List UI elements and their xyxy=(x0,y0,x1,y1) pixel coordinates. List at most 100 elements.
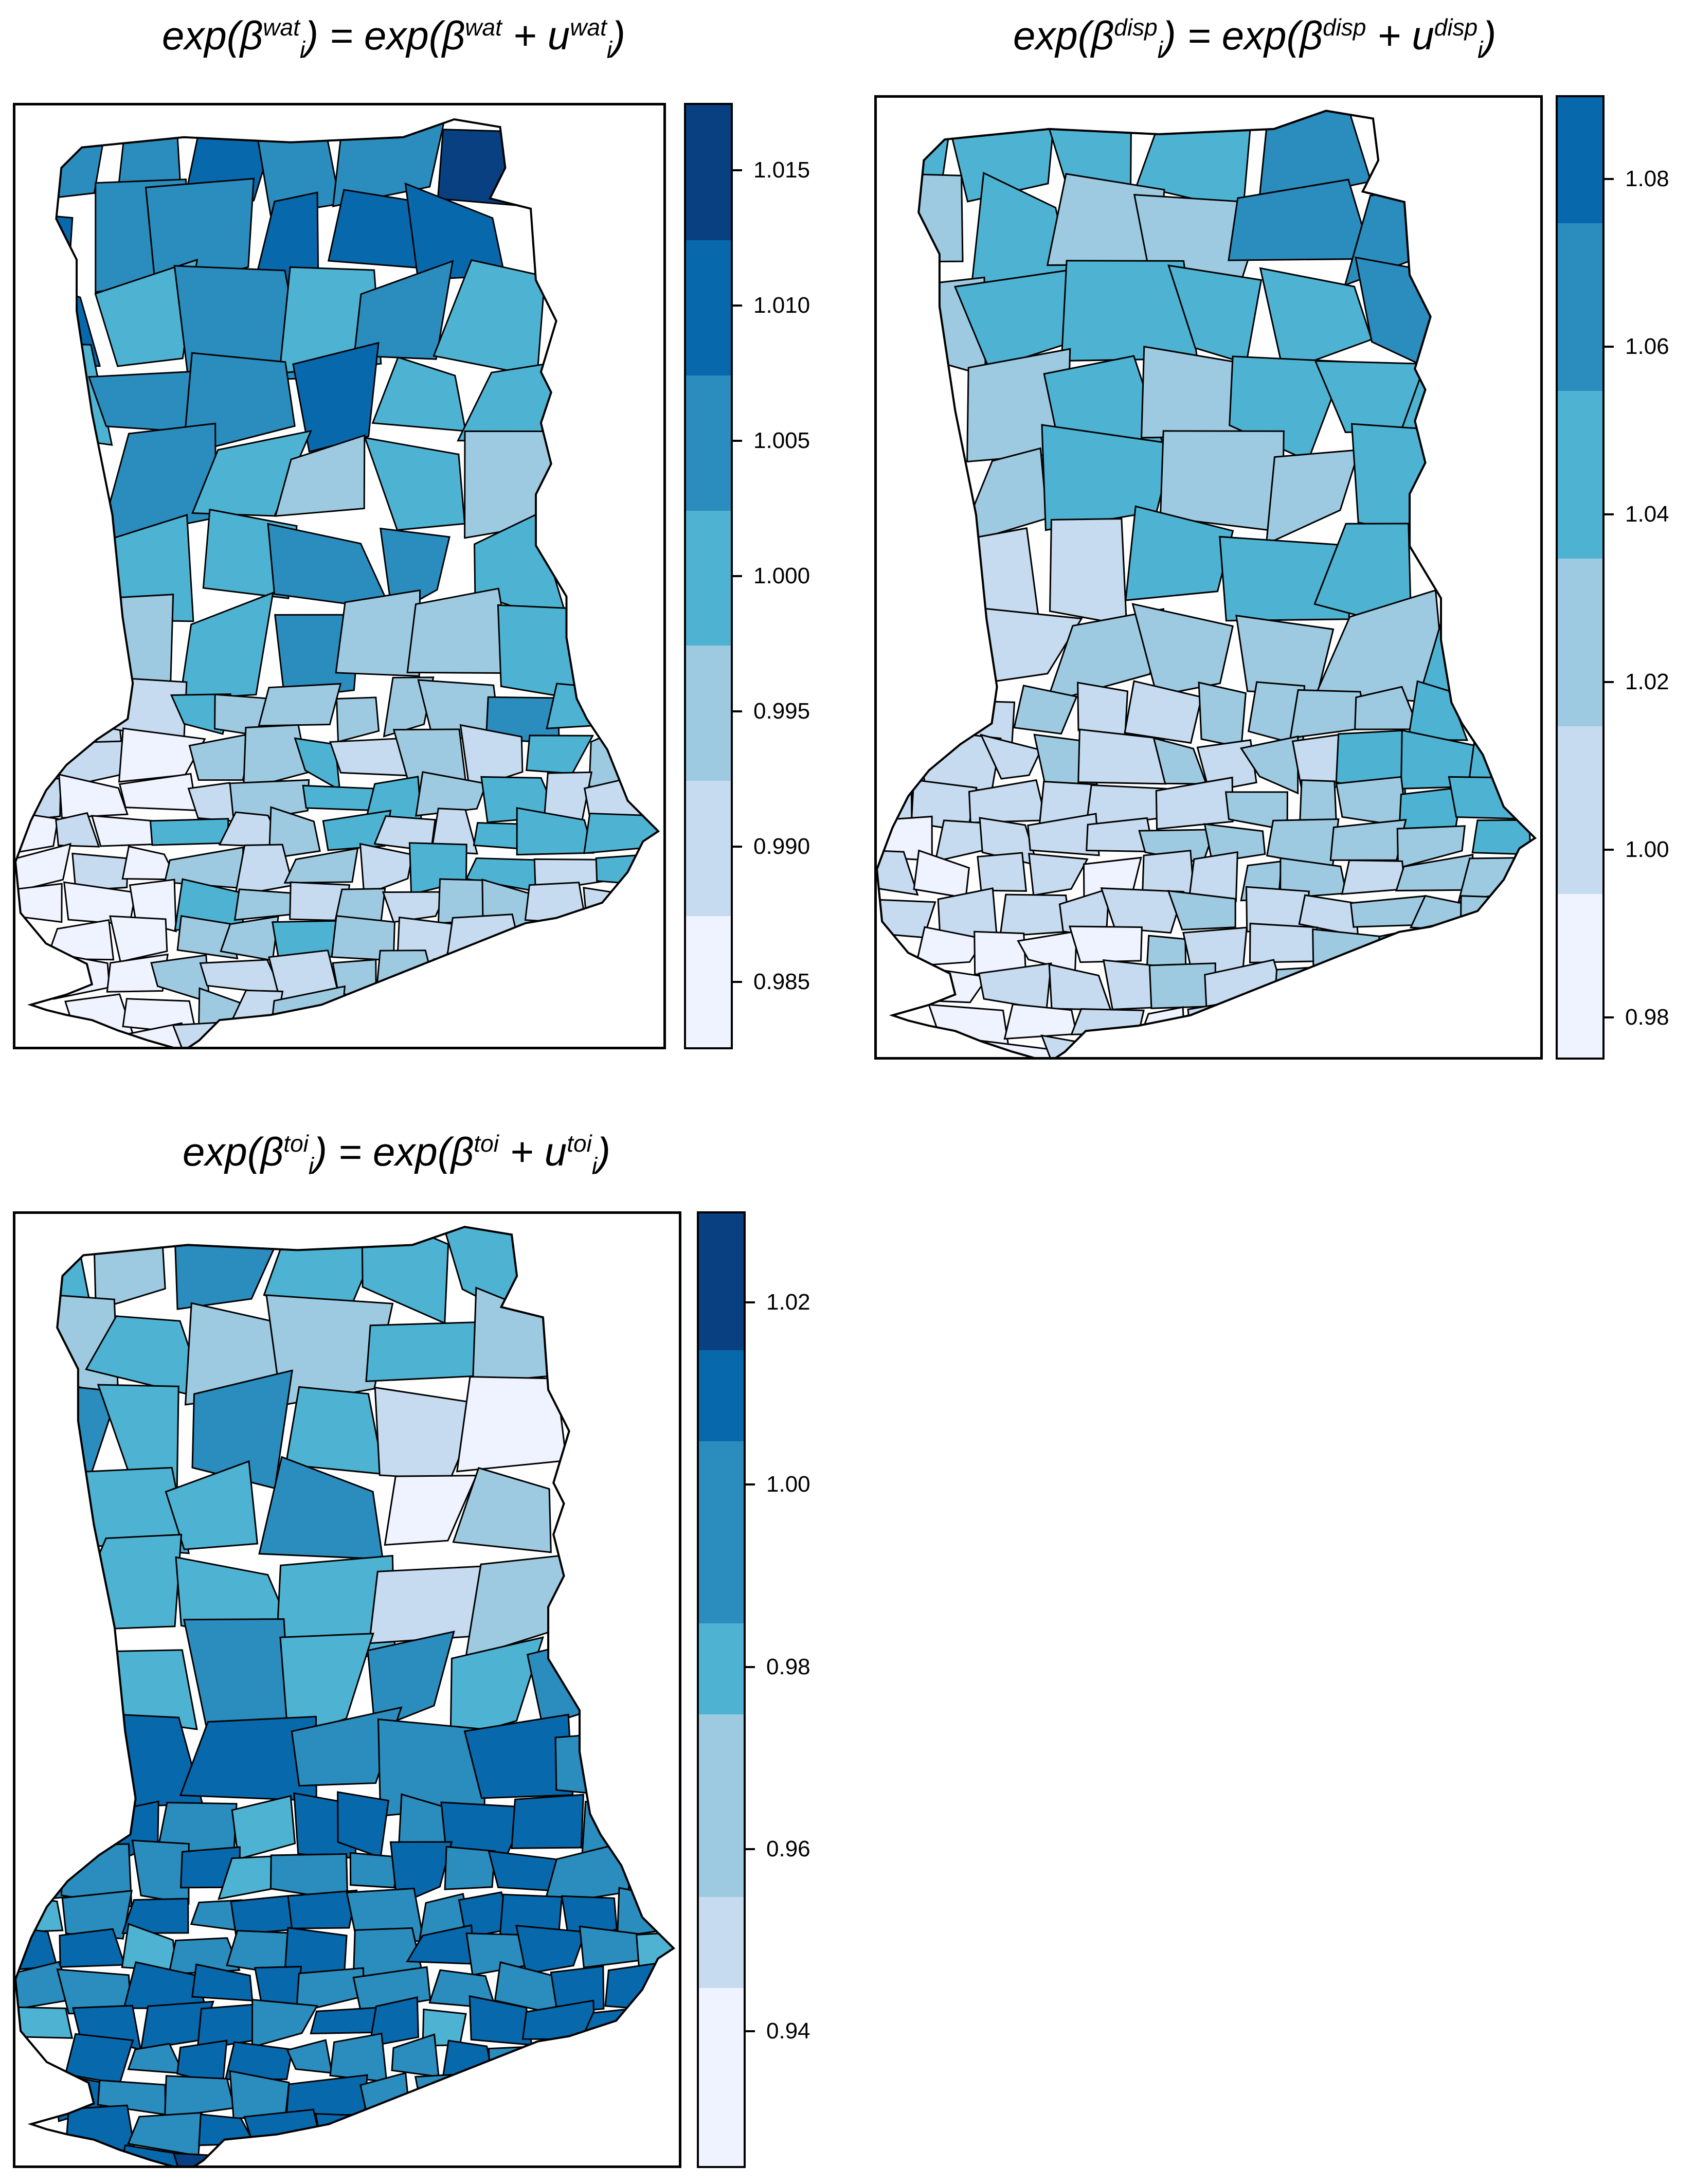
legend-tick-label: 1.04 xyxy=(1625,502,1669,527)
district-region xyxy=(1235,615,1335,695)
district-region xyxy=(335,589,421,677)
district-region xyxy=(1068,925,1143,963)
district-region xyxy=(1196,739,1257,793)
legend-bin xyxy=(1558,893,1602,1058)
map-wat xyxy=(15,118,660,1047)
district-region xyxy=(977,852,1028,892)
district-region xyxy=(406,587,514,674)
district-region xyxy=(528,2042,600,2079)
district-region xyxy=(1266,818,1340,868)
legend-tick xyxy=(733,169,742,172)
district-region xyxy=(1329,818,1407,861)
map-frame-disp xyxy=(874,95,1543,1060)
district-region xyxy=(1027,813,1100,856)
district-region xyxy=(291,1706,403,1787)
legend-tick-label: 1.08 xyxy=(1625,166,1669,192)
map-toi xyxy=(15,1226,676,2165)
district-region xyxy=(283,847,359,884)
legend-tick-label: 0.94 xyxy=(766,2018,810,2044)
district-region xyxy=(583,812,659,854)
district-region xyxy=(302,784,381,812)
district-region xyxy=(515,1924,587,1975)
district-region xyxy=(1131,603,1234,697)
legend-tick xyxy=(746,1848,755,1850)
legend-tick-label: 1.02 xyxy=(1625,669,1669,695)
district-region xyxy=(1040,1034,1122,1057)
legend-bin xyxy=(699,1988,744,2166)
legend-bin xyxy=(1558,558,1602,726)
legend-bin xyxy=(686,916,731,1047)
district-region xyxy=(231,1795,296,1860)
district-region xyxy=(526,1631,622,1727)
legend-tick xyxy=(733,305,742,307)
district-region xyxy=(437,129,536,208)
district-region xyxy=(1102,959,1157,1010)
district-region xyxy=(1355,256,1435,372)
district-region xyxy=(92,1227,166,1311)
district-region xyxy=(165,1460,259,1550)
district-region xyxy=(91,815,157,847)
district-region xyxy=(1312,928,1390,977)
district-region xyxy=(15,211,74,288)
district-region xyxy=(310,2007,379,2035)
legend-tick xyxy=(1605,1016,1614,1019)
legend-bin xyxy=(1558,390,1602,559)
district-region xyxy=(1013,685,1078,735)
legend-tick-label: 1.00 xyxy=(1625,837,1669,863)
district-region xyxy=(191,1963,254,2002)
district-region xyxy=(382,891,448,923)
district-region xyxy=(1003,1003,1078,1040)
district-region xyxy=(1350,423,1462,538)
district-region xyxy=(1273,965,1345,1005)
panel-title-wat: exp(βwati) = exp(βwat + uwati) xyxy=(162,13,625,63)
legend-bin xyxy=(699,1623,744,1715)
district-region xyxy=(15,1855,68,1904)
district-region xyxy=(61,1890,133,1940)
district-region xyxy=(251,1998,319,2048)
legend-bar-disp xyxy=(1556,95,1605,1060)
legend-tick xyxy=(1605,681,1614,684)
district-region xyxy=(274,434,366,517)
district-region xyxy=(364,437,466,531)
district-region xyxy=(286,2039,333,2074)
district-region xyxy=(1198,681,1247,748)
district-region xyxy=(149,818,229,846)
legend-tick xyxy=(733,845,742,848)
district-region xyxy=(285,2074,368,2117)
district-region xyxy=(39,691,123,746)
district-region xyxy=(1341,860,1406,895)
district-region xyxy=(1077,728,1167,785)
district-region xyxy=(473,822,521,850)
legend-bin xyxy=(699,1213,744,1350)
district-region xyxy=(1448,776,1525,820)
district-region xyxy=(604,1960,674,2013)
district-region xyxy=(877,171,964,263)
legend-bin xyxy=(686,781,731,917)
legend-tick xyxy=(746,1301,755,1304)
legend-tick xyxy=(1605,849,1614,851)
district-region xyxy=(168,1937,241,1975)
legend-tick-label: 1.02 xyxy=(766,1290,810,1315)
country-outline xyxy=(15,1226,676,2165)
legend-tick xyxy=(733,575,742,577)
district-region xyxy=(87,370,197,433)
legend-tick-label: 1.010 xyxy=(753,293,810,318)
district-region xyxy=(94,258,199,367)
district-region xyxy=(45,919,115,961)
district-region xyxy=(314,2113,388,2157)
district-region xyxy=(329,2032,388,2083)
legend-tick-label: 0.985 xyxy=(753,969,810,994)
district-region xyxy=(58,773,129,819)
district-region xyxy=(59,1928,126,1968)
district-region xyxy=(224,2041,294,2081)
district-region xyxy=(526,735,594,775)
district-region xyxy=(511,1794,585,1849)
legend-tick-label: 1.005 xyxy=(753,428,810,454)
district-region xyxy=(472,1286,564,1384)
district-region xyxy=(349,1852,401,1889)
district-region xyxy=(1155,776,1234,830)
legend-tick-label: 1.06 xyxy=(1625,334,1669,360)
legend-tick-label: 1.015 xyxy=(753,157,810,183)
district-region xyxy=(15,1893,64,1934)
district-region xyxy=(145,177,255,291)
